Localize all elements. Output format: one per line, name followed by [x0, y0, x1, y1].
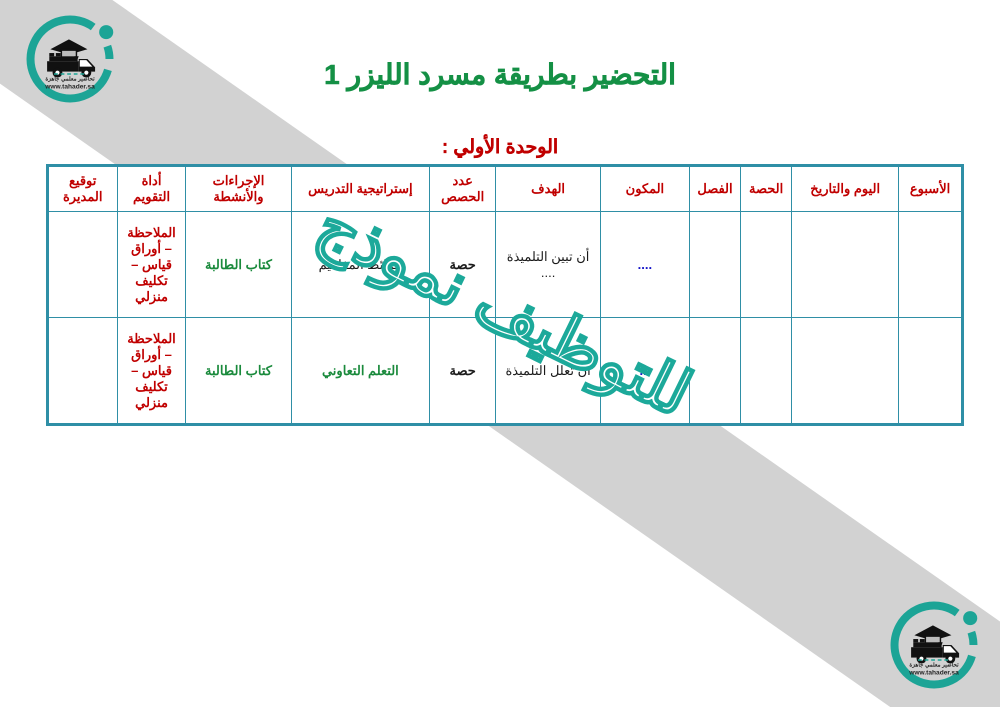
svg-text:تحاضير معلمي جاهزة: تحاضير معلمي جاهزة	[909, 662, 959, 669]
svg-text:www.tahader.sa: www.tahader.sa	[908, 670, 959, 677]
